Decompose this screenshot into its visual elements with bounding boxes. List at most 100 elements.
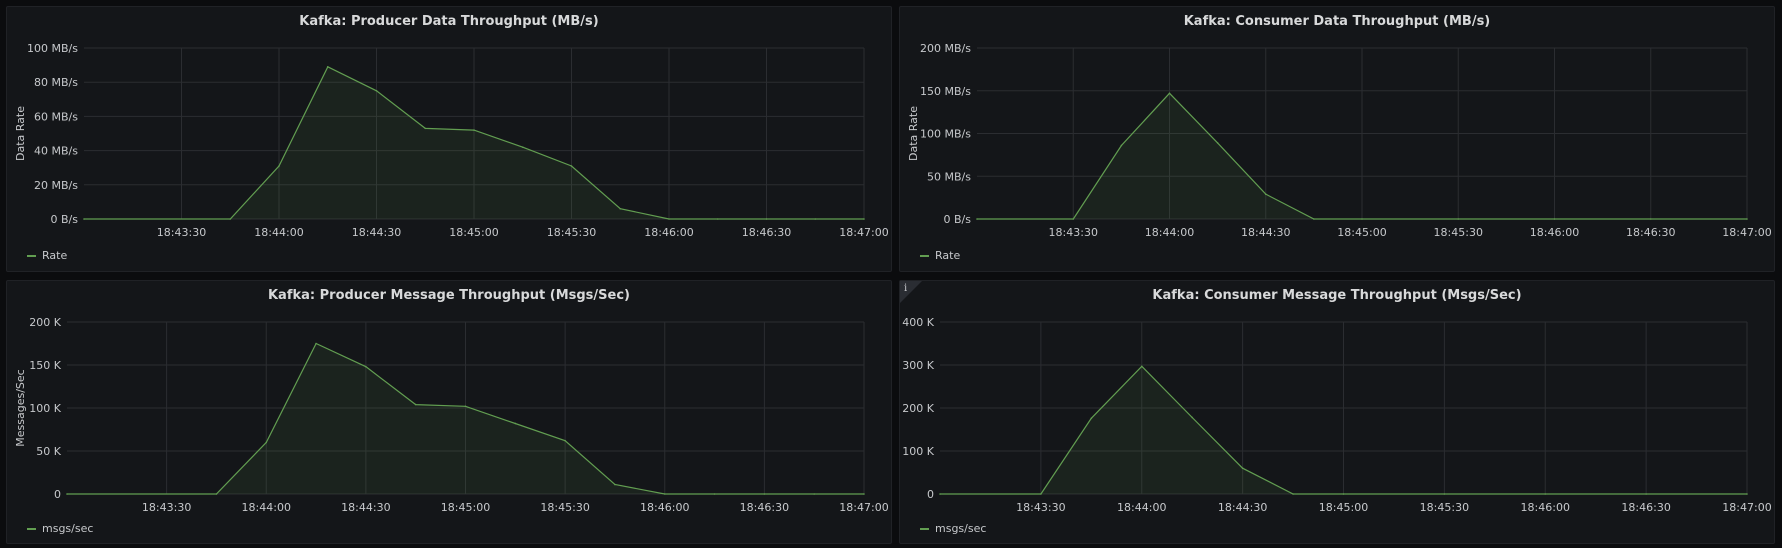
x-tick-label: 18:44:30 bbox=[341, 501, 390, 514]
data-point bbox=[1040, 493, 1042, 495]
y-tick-label: 400 K bbox=[902, 316, 934, 329]
data-point bbox=[315, 342, 317, 345]
data-point bbox=[473, 129, 475, 131]
x-tick-label: 18:43:30 bbox=[142, 501, 191, 514]
data-point bbox=[514, 422, 517, 425]
legend-label[interactable]: msgs/sec bbox=[935, 522, 987, 535]
data-point bbox=[713, 493, 716, 495]
panel-producer-message-throughput[interactable]: Kafka: Producer Message Throughput (Msgs… bbox=[6, 280, 892, 544]
x-tick-label: 18:44:00 bbox=[1145, 226, 1194, 239]
x-tick-label: 18:43:30 bbox=[157, 226, 206, 239]
y-axis-label: Data Rate bbox=[907, 106, 920, 161]
data-point bbox=[765, 218, 768, 220]
consumer-message-chart: 0 100 K 200 K 300 K 400 K 18:43:30 18:44:00 18:… bbox=[902, 316, 1771, 514]
x-tick-label: 18:44:30 bbox=[1218, 501, 1267, 514]
panel-title[interactable]: Kafka: Producer Message Throughput (Msgs… bbox=[267, 288, 630, 303]
data-point bbox=[1649, 218, 1652, 220]
x-tick-label: 18:47:00 bbox=[1722, 226, 1771, 239]
x-tick-label: 18:43:30 bbox=[1049, 226, 1098, 239]
x-tick-label: 18:47:00 bbox=[839, 226, 888, 239]
legend-label[interactable]: Rate bbox=[935, 249, 961, 262]
info-corner[interactable] bbox=[900, 281, 922, 303]
data-point bbox=[570, 165, 573, 167]
series-area bbox=[977, 93, 1747, 219]
data-point bbox=[365, 365, 367, 368]
y-tick-label: 60 MB/s bbox=[34, 110, 78, 123]
y-tick-label: 150 MB/s bbox=[920, 85, 971, 98]
y-tick-label: 0 B/s bbox=[51, 213, 79, 226]
data-point bbox=[326, 66, 329, 68]
x-tick-label: 18:45:00 bbox=[1337, 226, 1386, 239]
x-tick-label: 18:47:00 bbox=[839, 501, 888, 514]
y-tick-label: 50 MB/s bbox=[927, 170, 971, 183]
data-point bbox=[83, 218, 85, 220]
data-point bbox=[1342, 493, 1345, 495]
y-tick-label: 200 MB/s bbox=[920, 42, 971, 55]
x-tick-label: 18:44:00 bbox=[1117, 501, 1166, 514]
panel-consumer-message-throughput[interactable]: i Kafka: Consumer Message Throughput (Ms… bbox=[899, 280, 1775, 544]
info-icon[interactable]: i bbox=[904, 283, 908, 294]
consumer-data-chart: 0 B/s 50 MB/s 100 MB/s 150 MB/s 200 MB/s 18:4… bbox=[907, 42, 1772, 239]
series-line bbox=[940, 365, 1747, 495]
data-point bbox=[1120, 144, 1123, 147]
y-tick-label: 100 K bbox=[29, 402, 61, 415]
y-tick-label: 300 K bbox=[902, 359, 934, 372]
legend-swatch bbox=[920, 254, 929, 257]
legend[interactable]: msgs/sec bbox=[27, 522, 93, 535]
x-tick-label: 18:44:00 bbox=[242, 501, 291, 514]
x-tick-label: 18:44:00 bbox=[254, 226, 303, 239]
data-point bbox=[813, 493, 815, 495]
legend[interactable]: Rate bbox=[27, 249, 67, 262]
legend-label[interactable]: Rate bbox=[42, 249, 68, 262]
data-point bbox=[663, 493, 666, 495]
data-point bbox=[229, 218, 232, 220]
panel-consumer-data-throughput[interactable]: Kafka: Consumer Data Throughput (MB/s) 0… bbox=[899, 6, 1775, 272]
data-point bbox=[814, 218, 817, 220]
y-tick-label: 100 MB/s bbox=[920, 128, 971, 141]
data-point bbox=[668, 218, 670, 220]
data-point bbox=[1443, 493, 1446, 495]
data-point bbox=[1168, 92, 1171, 95]
x-tick-label: 18:46:30 bbox=[742, 226, 791, 239]
data-point bbox=[619, 207, 622, 210]
panel-title[interactable]: Kafka: Consumer Data Throughput (MB/s) bbox=[1183, 14, 1491, 29]
x-tick-label: 18:45:00 bbox=[441, 501, 490, 514]
legend-swatch bbox=[27, 254, 36, 257]
series-area bbox=[940, 366, 1747, 494]
y-tick-label: 150 K bbox=[29, 359, 61, 372]
y-axis-label: Data Rate bbox=[14, 106, 27, 161]
y-tick-label: 200 K bbox=[29, 316, 61, 329]
data-point bbox=[1645, 493, 1647, 495]
y-tick-label: 50 K bbox=[36, 445, 61, 458]
x-tick-label: 18:45:00 bbox=[449, 226, 498, 239]
grid bbox=[67, 321, 865, 495]
grid bbox=[977, 47, 1748, 220]
panel-title[interactable]: Kafka: Consumer Message Throughput (Msgs… bbox=[1152, 288, 1522, 303]
x-tick-label: 18:43:30 bbox=[1016, 501, 1065, 514]
panel-title[interactable]: Kafka: Producer Data Throughput (MB/s) bbox=[299, 14, 599, 29]
data-point bbox=[1264, 193, 1267, 196]
legend[interactable]: msgs/sec bbox=[920, 522, 986, 535]
panel-producer-data-throughput[interactable]: Kafka: Producer Data Throughput (MB/s) 0… bbox=[6, 6, 892, 272]
data-point bbox=[976, 218, 978, 220]
data-point bbox=[1544, 493, 1547, 495]
legend-label[interactable]: msgs/sec bbox=[42, 522, 94, 535]
y-tick-label: 100 MB/s bbox=[27, 42, 78, 55]
data-point bbox=[1072, 218, 1075, 220]
data-point bbox=[1216, 142, 1219, 144]
data-point bbox=[1191, 416, 1193, 419]
data-point bbox=[521, 146, 524, 148]
data-point bbox=[414, 403, 417, 406]
data-point bbox=[1361, 218, 1363, 220]
y-tick-label: 40 MB/s bbox=[34, 145, 78, 158]
data-point bbox=[564, 439, 566, 442]
x-tick-label: 18:46:30 bbox=[1626, 226, 1675, 239]
data-point bbox=[1746, 493, 1748, 495]
x-tick-label: 18:45:00 bbox=[1319, 501, 1368, 514]
legend-swatch bbox=[27, 527, 36, 530]
data-point bbox=[614, 483, 616, 486]
legend[interactable]: Rate bbox=[920, 249, 960, 262]
data-point bbox=[424, 127, 427, 130]
data-point bbox=[1292, 493, 1294, 495]
data-point bbox=[66, 493, 68, 495]
